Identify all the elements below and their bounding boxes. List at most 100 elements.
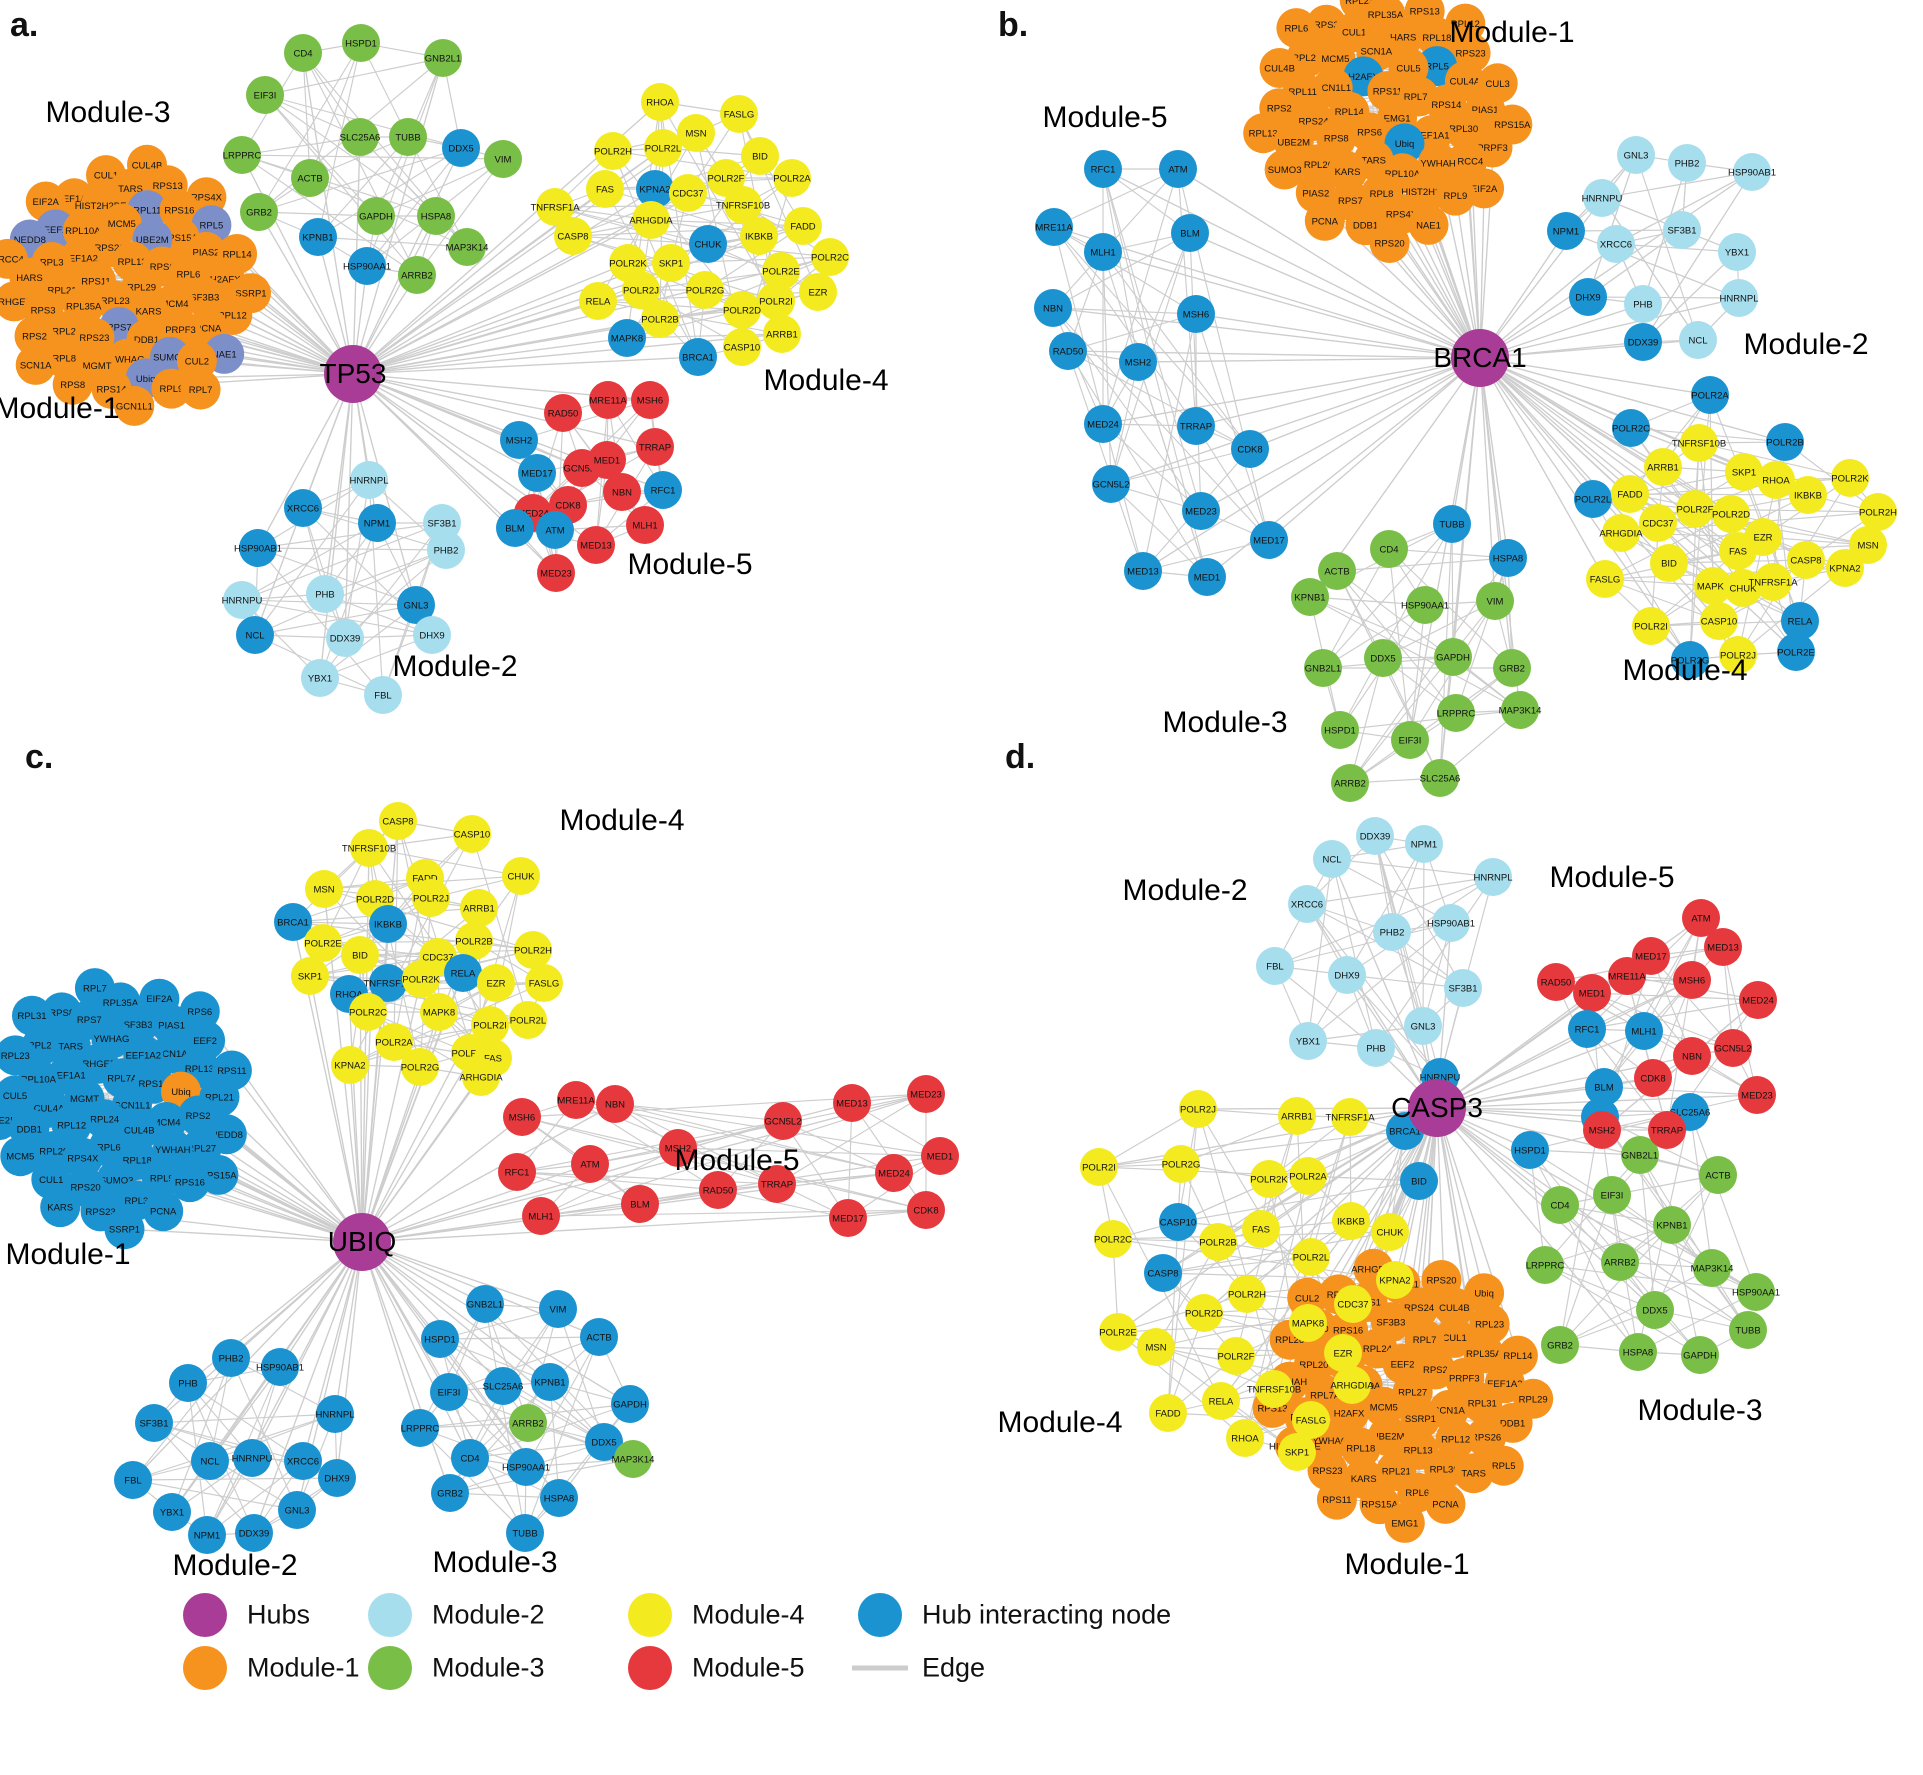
node-POLR2K[interactable] <box>1250 1160 1288 1198</box>
node-KPNA2[interactable] <box>1376 1261 1414 1299</box>
hub-node-CASP3[interactable] <box>1408 1079 1466 1137</box>
node-VIM[interactable] <box>1476 582 1514 620</box>
node-CASP8[interactable] <box>1787 541 1825 579</box>
node-RFC1[interactable] <box>1568 1010 1606 1048</box>
node-SKP1[interactable] <box>1725 453 1763 491</box>
node-CDC37[interactable] <box>1334 1285 1372 1323</box>
node-PCNA[interactable] <box>1425 1483 1466 1524</box>
node-EZR[interactable] <box>1324 1334 1362 1372</box>
node-ARRB2[interactable] <box>398 256 436 294</box>
node-RFC1[interactable] <box>644 471 682 509</box>
node-TUBB[interactable] <box>1729 1311 1767 1349</box>
node-POLR2A[interactable] <box>375 1023 413 1061</box>
node-MED24[interactable] <box>1084 405 1122 443</box>
node-MED24[interactable] <box>875 1154 913 1192</box>
node-EZR[interactable] <box>477 964 515 1002</box>
node-MED23[interactable] <box>1182 492 1220 530</box>
node-PHB[interactable] <box>306 575 344 613</box>
node-XRCC6[interactable] <box>1597 225 1635 263</box>
node-RPS4X[interactable] <box>62 1137 103 1178</box>
node-POLR2C[interactable] <box>1094 1220 1132 1258</box>
node-DDX5[interactable] <box>442 129 480 167</box>
node-POLR2L[interactable] <box>509 1001 547 1039</box>
node-MRE11A[interactable] <box>1035 208 1073 246</box>
node-TNFRSF1A[interactable] <box>1331 1098 1369 1136</box>
node-POLR2D[interactable] <box>723 291 761 329</box>
node-NCL[interactable] <box>191 1442 229 1480</box>
node-POLR2H[interactable] <box>514 931 552 969</box>
node-RELA[interactable] <box>579 282 617 320</box>
node-CASP8[interactable] <box>1144 1254 1182 1292</box>
node-POLR2I[interactable] <box>1080 1148 1118 1186</box>
node-HSPA8[interactable] <box>1489 539 1527 577</box>
node-TNFRSF10B[interactable] <box>1255 1370 1293 1408</box>
node-RPS2[interactable] <box>14 316 55 356</box>
node-HSPA8[interactable] <box>417 197 455 235</box>
node-SLC25A6[interactable] <box>484 1367 522 1405</box>
node-RPL31[interactable] <box>1462 1383 1503 1424</box>
node-ATM[interactable] <box>571 1145 609 1183</box>
node-MED23[interactable] <box>1738 1076 1776 1114</box>
node-YBX1[interactable] <box>1718 233 1756 271</box>
node-RHOA[interactable] <box>641 83 679 121</box>
node-ARRB1[interactable] <box>763 315 801 353</box>
node-MSH6[interactable] <box>1177 295 1215 333</box>
hub-node-TP53[interactable] <box>324 345 382 403</box>
node-MED23[interactable] <box>537 554 575 592</box>
node-ACTB[interactable] <box>1318 552 1356 590</box>
node-DDX5[interactable] <box>1636 1291 1674 1329</box>
node-FBL[interactable] <box>1256 947 1294 985</box>
node-KPNA2[interactable] <box>331 1046 369 1084</box>
node-MED13[interactable] <box>833 1084 871 1122</box>
node-PCNA[interactable] <box>143 1191 184 1232</box>
node-GCN5L2[interactable] <box>764 1102 802 1140</box>
node-BID[interactable] <box>741 137 779 175</box>
node-CDK8[interactable] <box>1231 430 1269 468</box>
node-PHB2[interactable] <box>1668 144 1706 182</box>
node-POLR2K[interactable] <box>1831 459 1869 497</box>
node-GRB2[interactable] <box>1493 649 1531 687</box>
node-ACTB[interactable] <box>1699 1156 1737 1194</box>
node-MCM5[interactable] <box>1363 1386 1404 1427</box>
node-BID[interactable] <box>1650 544 1688 582</box>
node-TUBB[interactable] <box>389 118 427 156</box>
node-DDX5[interactable] <box>585 1423 623 1461</box>
node-CD4[interactable] <box>1541 1186 1579 1224</box>
node-MED13[interactable] <box>577 526 615 564</box>
node-MED17[interactable] <box>829 1199 867 1237</box>
node-POLR2L[interactable] <box>644 129 682 167</box>
node-KPNB1[interactable] <box>299 218 337 256</box>
node-POLR2H[interactable] <box>594 132 632 170</box>
node-YBX1[interactable] <box>301 659 339 697</box>
node-NCL[interactable] <box>236 616 274 654</box>
node-YBX1[interactable] <box>1289 1022 1327 1060</box>
node-TUBB[interactable] <box>506 1514 544 1552</box>
node-MED24[interactable] <box>1739 981 1777 1019</box>
node-BRCA1[interactable] <box>274 903 312 941</box>
node-SUMO3[interactable] <box>1264 149 1305 190</box>
node-GNB2L1[interactable] <box>1304 649 1342 687</box>
node-XRCC6[interactable] <box>284 1442 322 1480</box>
node-HNRNPL[interactable] <box>316 1395 354 1433</box>
node-EIF3I[interactable] <box>430 1373 468 1411</box>
node-MSN[interactable] <box>1849 526 1887 564</box>
node-MSH2[interactable] <box>1583 1111 1621 1149</box>
node-GRB2[interactable] <box>431 1474 469 1512</box>
node-PHB2[interactable] <box>212 1339 250 1377</box>
node-HSP90AA1[interactable] <box>1737 1273 1775 1311</box>
node-RAD50[interactable] <box>1049 332 1087 370</box>
node-SSRP1[interactable] <box>104 1209 145 1250</box>
node-ATM[interactable] <box>1159 150 1197 188</box>
node-KPNB1[interactable] <box>1291 578 1329 616</box>
node-GAPDH[interactable] <box>1681 1336 1719 1374</box>
node-MAPK8[interactable] <box>608 319 646 357</box>
node-RPS16[interactable] <box>169 1162 210 1203</box>
node-IKBKB[interactable] <box>1332 1202 1370 1240</box>
node-ATM[interactable] <box>1682 899 1720 937</box>
node-RELA[interactable] <box>1781 602 1819 640</box>
node-EIF3I[interactable] <box>1593 1176 1631 1214</box>
node-RPS8[interactable] <box>52 364 93 405</box>
node-VIM[interactable] <box>484 140 522 178</box>
node-HSP90AA1[interactable] <box>348 247 386 285</box>
node-HNRNPL[interactable] <box>1720 279 1758 317</box>
